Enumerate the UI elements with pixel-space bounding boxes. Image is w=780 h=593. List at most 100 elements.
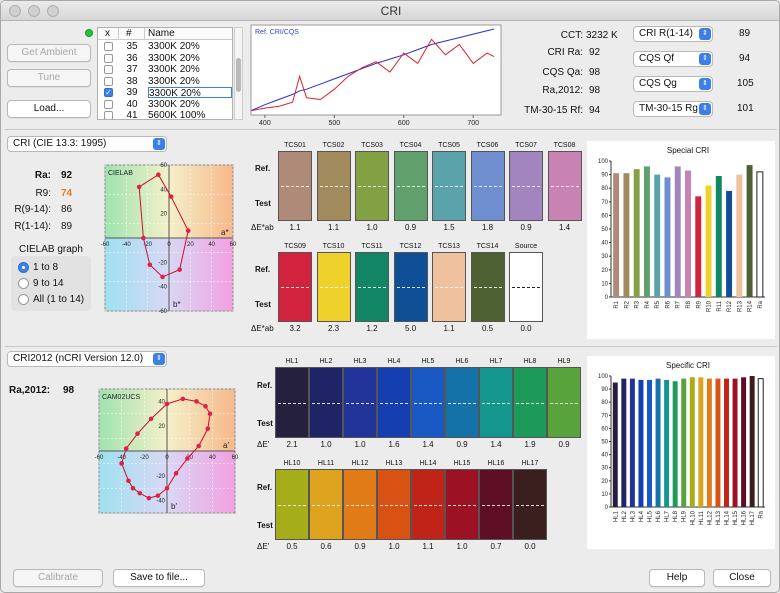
close-window-icon[interactable] (9, 5, 21, 17)
row-name: 3300K 20% (148, 52, 200, 64)
bar-category-label: R13 (737, 300, 743, 312)
zoom-window-icon[interactable] (47, 5, 59, 17)
plot-point (126, 478, 131, 484)
table-row[interactable]: 36 3300K 20% (98, 52, 232, 64)
r1-14-label: R(1-14): (14, 221, 51, 232)
bar-category-label: HL10 (690, 510, 696, 525)
sample-delta-e: 1.0 (320, 440, 332, 449)
table-row[interactable]: 37 3300K 20% (98, 64, 232, 75)
spectrum-x-tick: 500 (328, 120, 340, 127)
sample-swatch (445, 367, 479, 438)
cri2012-method-select[interactable]: CRI2012 (nCRI Version 12.0) ⇕ (7, 351, 167, 367)
bar (715, 378, 721, 507)
select-tm30-rg[interactable]: TM-30-15 Rg ⇕ (633, 101, 713, 117)
select-cri-r1-14[interactable]: CRI R(1-14) ⇕ (633, 26, 713, 42)
bar-category-label: HL1 (613, 510, 619, 522)
scroll-thumb[interactable] (236, 58, 241, 92)
axis-a-label: a* (221, 228, 229, 237)
sample-swatch (377, 367, 411, 438)
bar-category-label: R9 (696, 300, 702, 308)
table-row[interactable]: 35 3300K 20% (98, 41, 232, 52)
close-button[interactable]: Close (713, 569, 771, 587)
bar-category-label: R11 (717, 300, 723, 311)
help-button[interactable]: Help (649, 569, 705, 587)
load-button[interactable]: Load... (7, 100, 91, 118)
sample-name: HL15 (453, 460, 471, 467)
row-checkbox[interactable] (104, 42, 113, 51)
sample-swatch (479, 469, 513, 540)
calibrate-button[interactable]: Calibrate (13, 569, 103, 587)
plot-point (141, 235, 146, 241)
bar-category-label: R2 (624, 300, 630, 308)
r9-14-value: 86 (61, 204, 73, 215)
minimize-window-icon[interactable] (28, 5, 40, 17)
ra2012-section-value: 98 (63, 385, 75, 396)
radio-label-1-to-8: 1 to 8 (33, 262, 59, 273)
tune-button[interactable]: Tune (7, 69, 91, 87)
row-checkbox[interactable] (104, 111, 113, 119)
tm30-value: 94 (589, 105, 601, 116)
sample-delta-e: 1.1 (289, 223, 301, 232)
table-scrollbar[interactable] (234, 27, 243, 120)
table-row[interactable]: 40 3300K 20% (98, 99, 232, 110)
select-cqs-qg[interactable]: CQS Qg ⇕ (633, 76, 713, 92)
radio-all[interactable] (18, 294, 29, 305)
sample-swatch (278, 151, 312, 221)
row-checkbox[interactable] (104, 65, 113, 74)
sample-name: HL2 (319, 358, 333, 365)
sample-swatch (275, 469, 309, 540)
sample-table[interactable]: x # Name 35 3300K 20% 36 3300K 20% 37 3300K 2… (97, 27, 233, 120)
bar (724, 378, 729, 507)
spectrum-chart: Ref. CRI/CQS 400 500 600 700 (250, 24, 502, 127)
plot-point (164, 485, 170, 491)
sample-swatch (309, 469, 343, 540)
get-ambient-button[interactable]: Get Ambient (7, 44, 91, 62)
select-cqs-qf[interactable]: CQS Qf ⇕ (633, 51, 713, 67)
row-name[interactable]: 3300K 20% (148, 87, 232, 99)
plot-x-tick: 60 (232, 455, 239, 461)
bar (633, 169, 640, 297)
radio-9-to-14[interactable] (18, 278, 29, 289)
table-row[interactable]: 38 3300K 20% (98, 76, 232, 87)
row-number: 37 (126, 64, 138, 75)
plot-point (177, 267, 182, 272)
cri-method-select[interactable]: CRI (CIE 13.3: 1995) ⇕ (7, 136, 167, 152)
plot-point (147, 262, 153, 268)
table-row[interactable]: ✓ 39 3300K 20% (98, 87, 232, 99)
sample-delta-e: 5.0 (404, 324, 417, 333)
plot-point (156, 172, 161, 178)
sample-delta-e: 0.0 (524, 542, 536, 551)
cqs-qg-value: 105 (737, 78, 754, 89)
row-checkbox[interactable] (104, 99, 113, 109)
plot-point (123, 446, 129, 451)
sample-name: TCS09 (284, 243, 306, 250)
bar-category-label: R6 (665, 300, 671, 308)
cielab-plot: CIELAB a* b* -60 -40 -20 0 20 40 60 60 40 20 -20 -40 -6… (101, 163, 237, 315)
table-row[interactable]: 41 5600K 100% (98, 110, 232, 119)
row-checkbox[interactable] (104, 53, 113, 63)
row-checkbox[interactable]: ✓ (104, 88, 113, 97)
axis-a-label: a' (223, 441, 229, 450)
bar-y-tick: 70 (601, 200, 608, 206)
bar-y-tick: 60 (601, 426, 608, 432)
cri-ra-label: CRI Ra: (547, 47, 583, 58)
plot-point (185, 456, 190, 461)
radio-1-to-8[interactable] (18, 262, 29, 273)
bar-y-tick: 70 (601, 413, 608, 419)
chevron-updown-icon: ⇕ (153, 353, 165, 365)
spectrum-x-tick: 700 (467, 120, 479, 127)
sample-delta-e: 0.9 (558, 440, 570, 449)
bar-category-label: Ra (758, 300, 764, 308)
ra2012-value: 98 (589, 85, 601, 96)
sample-delta-e: 0.9 (456, 440, 468, 449)
bar-y-tick: 30 (601, 254, 608, 260)
sample-delta-e: 0.0 (520, 324, 532, 333)
sample-delta-e: 1.8 (481, 223, 494, 232)
bar-y-tick: 80 (601, 400, 608, 406)
save-to-file-button[interactable]: Save to file... (113, 569, 205, 587)
bar-y-tick: 40 (601, 453, 608, 459)
row-checkbox[interactable] (104, 76, 113, 86)
plot-point (196, 443, 202, 449)
bar-y-tick: 100 (598, 159, 609, 165)
bar (698, 377, 704, 507)
